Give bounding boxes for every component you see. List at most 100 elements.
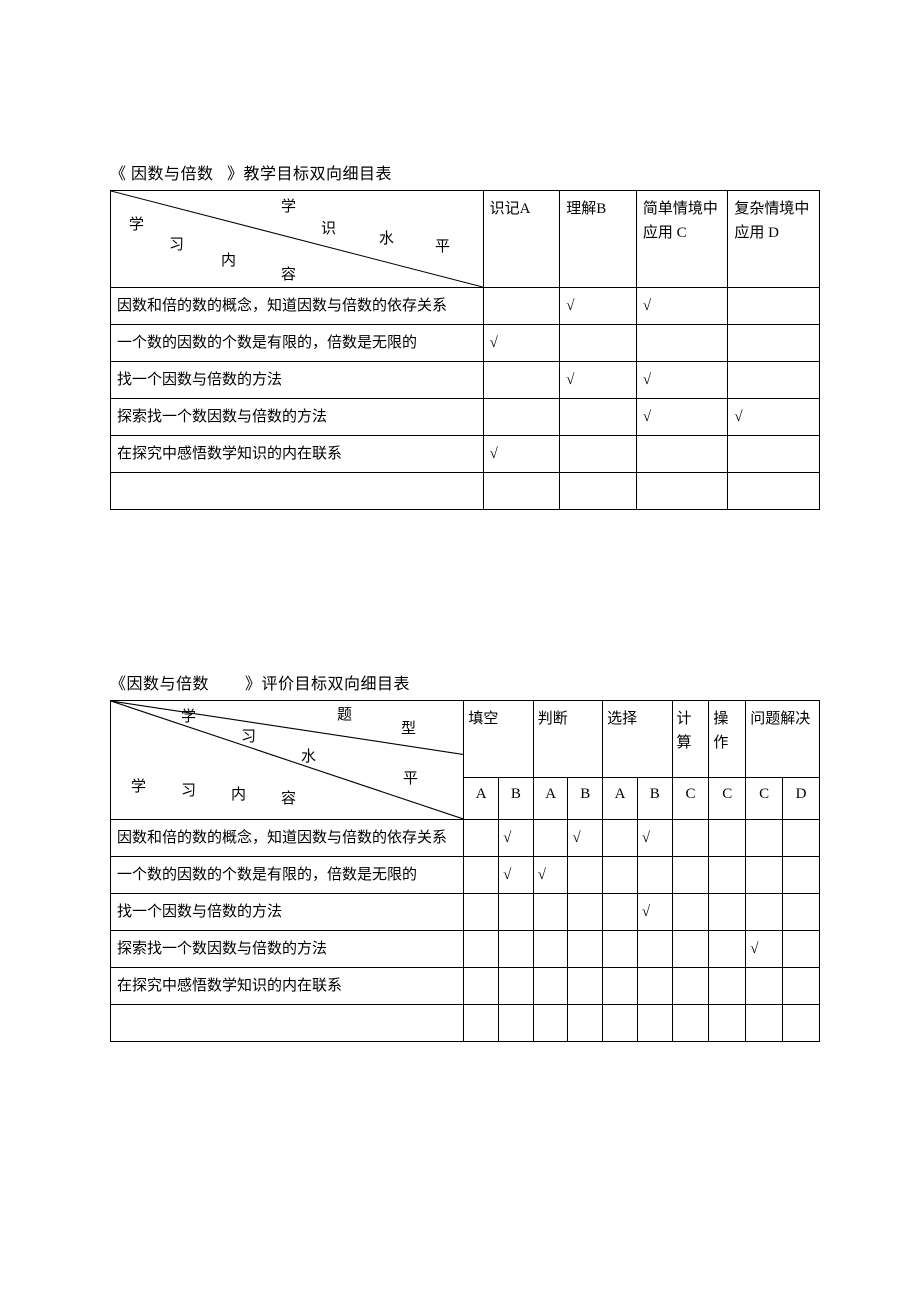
table2-title-suffix: 》评价目标双向细目表 [245,676,410,693]
cell [672,931,709,968]
cell [499,968,534,1005]
cell [568,894,603,931]
table1-title-prefix: 《 因数与倍数 [110,166,214,183]
cell [728,473,820,510]
cell [672,820,709,857]
cell [533,1005,568,1042]
cell [499,894,534,931]
cell [568,968,603,1005]
cell [533,820,568,857]
cell [709,894,746,931]
table-row: 一个数的因数的个数是有限的，倍数是无限的 √ [111,325,820,362]
cell [568,931,603,968]
cell [603,1005,638,1042]
cell: √ [533,857,568,894]
table1-header-D: 复杂情境中应用 D [728,191,820,288]
table2-title: 《因数与倍数 》评价目标双向细目表 [110,670,820,694]
cell [603,931,638,968]
row-label [111,1005,464,1042]
cell [783,968,820,1005]
cell [603,857,638,894]
cell [637,931,672,968]
table2-group-choice: 选择 [603,701,672,778]
table-row: 因数和倍的数的概念，知道因数与倍数的依存关系 √ √ [111,288,820,325]
cell [636,473,728,510]
table-row: 找一个因数与倍数的方法 √ √ [111,362,820,399]
cell [464,894,499,931]
table1-header-B: 理解B [560,191,637,288]
cell [499,931,534,968]
cell [603,894,638,931]
table2-diag-header: 题 型 学 习 水 平 学 习 内 容 [111,701,464,820]
cell [728,436,820,473]
cell [709,857,746,894]
row-label: 一个数的因数的个数是有限的，倍数是无限的 [111,857,464,894]
table2-group-judge: 判断 [533,701,602,778]
cell [672,894,709,931]
table-row: 找一个因数与倍数的方法 √ [111,894,820,931]
cell: √ [499,857,534,894]
cell [464,1005,499,1042]
cell [709,820,746,857]
cell [728,325,820,362]
table1-diag-header: 学 识 水 平 学 习 内 容 [111,191,484,288]
cell: √ [483,436,560,473]
cell [464,820,499,857]
cell: √ [560,288,637,325]
table-row: 在探究中感悟数学知识的内在联系 √ [111,436,820,473]
table2: 题 型 学 习 水 平 学 习 内 容 填空 判断 选择 计算 操作 问题解决 … [110,700,820,1042]
table2-group-problem: 问题解决 [746,701,820,778]
cell [568,1005,603,1042]
table-row: 探索找一个数因数与倍数的方法 √ [111,931,820,968]
cell: √ [637,820,672,857]
table1: 学 识 水 平 学 习 内 容 识记A 理解B 简单情境中应用 C 复杂情境中应… [110,190,820,510]
cell [728,362,820,399]
cell [603,820,638,857]
cell [636,325,728,362]
lvl: B [637,778,672,820]
lvl: C [746,778,783,820]
lvl: A [464,778,499,820]
table2-group-fill: 填空 [464,701,533,778]
table-row: 一个数的因数的个数是有限的，倍数是无限的 √ √ [111,857,820,894]
cell: √ [728,399,820,436]
cell [533,931,568,968]
table1-title: 《 因数与倍数 》教学目标双向细目表 [110,160,820,184]
cell: √ [483,325,560,362]
cell [464,931,499,968]
lvl: C [709,778,746,820]
cell [483,399,560,436]
cell [464,968,499,1005]
table-row: 在探究中感悟数学知识的内在联系 [111,968,820,1005]
cell [783,857,820,894]
lvl: B [499,778,534,820]
cell [483,473,560,510]
table-row [111,1005,820,1042]
row-label: 找一个因数与倍数的方法 [111,894,464,931]
cell [637,1005,672,1042]
cell: √ [568,820,603,857]
table1-title-suffix: 》教学目标双向细目表 [227,166,392,183]
cell [746,820,783,857]
cell [464,857,499,894]
cell [709,931,746,968]
table2-group-op: 操作 [709,701,746,778]
cell [560,436,637,473]
cell [746,857,783,894]
cell [709,1005,746,1042]
cell [672,857,709,894]
cell [709,968,746,1005]
lvl: A [533,778,568,820]
cell [560,399,637,436]
cell [483,362,560,399]
cell [783,894,820,931]
lvl: B [568,778,603,820]
row-label: 探索找一个数因数与倍数的方法 [111,931,464,968]
cell [783,1005,820,1042]
cell [746,894,783,931]
cell [746,968,783,1005]
cell [568,857,603,894]
cell [637,857,672,894]
row-label [111,473,484,510]
cell [783,931,820,968]
